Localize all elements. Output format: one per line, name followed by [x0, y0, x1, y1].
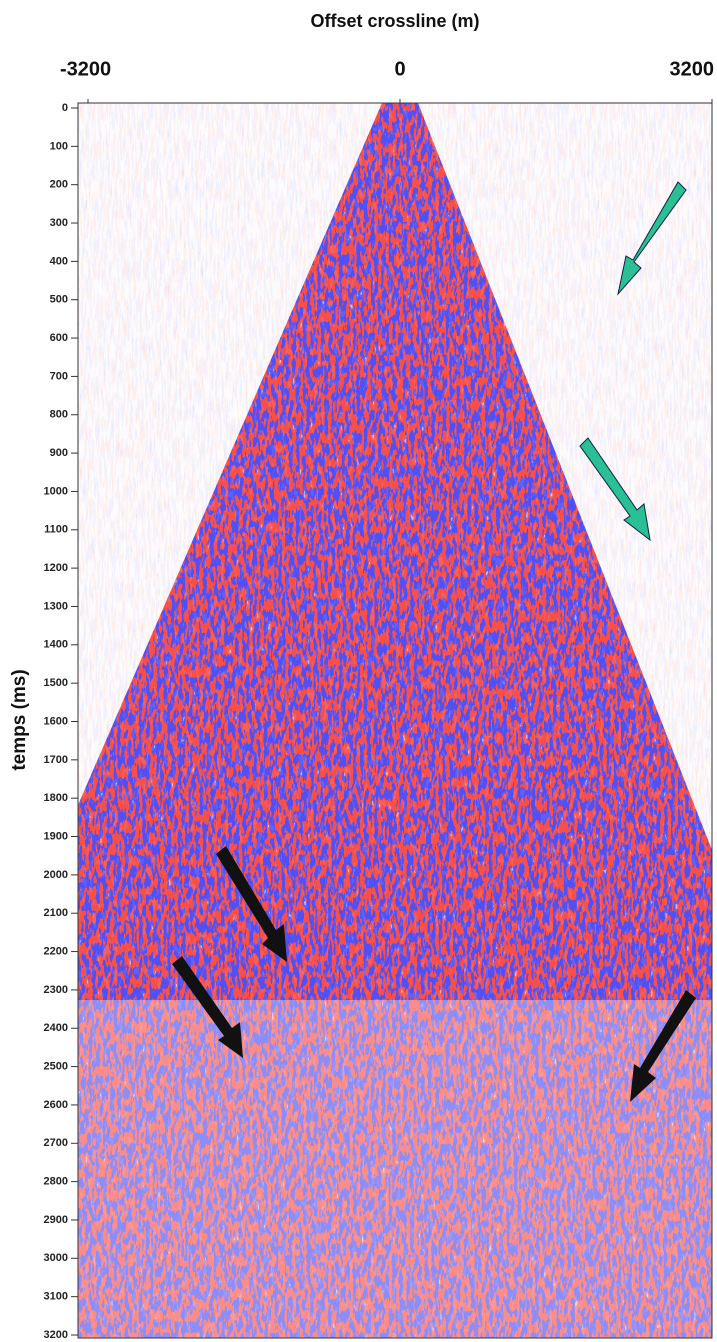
plot-frame — [77, 102, 713, 1339]
y-tick-label: 2000 — [44, 869, 68, 881]
y-tick-label: 500 — [50, 294, 68, 306]
y-tick-label: 1900 — [44, 830, 68, 842]
y-axis-label: temps (ms) — [9, 669, 30, 770]
y-tick-label: 300 — [50, 217, 68, 229]
y-tick-label: 1100 — [44, 524, 68, 536]
x-tick-label: 3200 — [670, 58, 715, 80]
y-tick-label: 900 — [50, 447, 68, 459]
y-tick-label: 2100 — [44, 907, 68, 919]
y-tick-label: 0 — [62, 102, 68, 114]
arrows — [172, 181, 696, 1102]
seismic-image — [78, 103, 712, 1338]
y-tick-label: 200 — [50, 179, 68, 191]
y-tick-label: 2600 — [44, 1099, 68, 1111]
y-tick-label: 100 — [50, 140, 68, 152]
y-tick-label: 700 — [50, 370, 68, 382]
y-tick-label: 2700 — [44, 1137, 68, 1149]
y-tick-label: 600 — [50, 332, 68, 344]
y-tick-label: 2500 — [44, 1061, 68, 1073]
y-tick-label: 3200 — [44, 1329, 68, 1341]
y-tick-label: 800 — [50, 409, 68, 421]
y-tick-label: 2900 — [44, 1214, 68, 1226]
y-tick-label: 1000 — [44, 485, 68, 497]
y-tick-label: 3100 — [44, 1291, 68, 1303]
y-tick-label: 400 — [50, 255, 68, 267]
y-tick-label: 3000 — [44, 1252, 68, 1264]
y-tick-label: 2800 — [44, 1176, 68, 1188]
y-tick-label: 2400 — [44, 1022, 68, 1034]
y-tick-label: 1500 — [44, 677, 68, 689]
y-tick-label: 2300 — [44, 984, 68, 996]
x-tick-label: -3200 — [60, 58, 111, 80]
y-tick-label: 1300 — [44, 600, 68, 612]
x-axis-label: Offset crossline (m) — [310, 11, 479, 31]
y-tick-label: 1600 — [44, 715, 68, 727]
y-tick-label: 1800 — [44, 792, 68, 804]
y-tick-label: 2200 — [44, 945, 68, 957]
y-tick-label: 1200 — [44, 562, 68, 574]
y-tick-label: 1700 — [44, 754, 68, 766]
y-tick-label: 1400 — [44, 639, 68, 651]
x-tick-label: 0 — [394, 58, 405, 80]
